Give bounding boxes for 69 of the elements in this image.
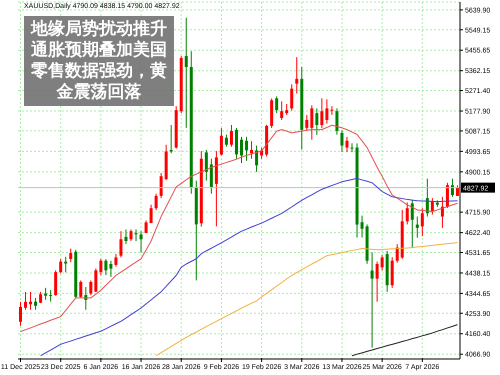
candlestick <box>150 204 153 224</box>
candlestick <box>335 108 338 136</box>
candlestick <box>255 145 258 172</box>
candlestick <box>416 216 419 238</box>
candlestick <box>325 98 328 124</box>
candlestick <box>450 178 454 198</box>
candlestick <box>230 124 233 148</box>
candlestick <box>160 172 163 199</box>
candlestick <box>240 136 243 164</box>
candlestick <box>44 287 48 300</box>
candlestick <box>49 290 52 302</box>
candlestick <box>370 252 374 348</box>
candlestick <box>330 106 334 116</box>
candlestick <box>134 228 138 242</box>
candlestick <box>34 297 38 310</box>
candlestick <box>380 254 384 271</box>
candlestick <box>19 301 22 326</box>
candlestick <box>406 202 409 225</box>
candlestick <box>315 108 318 136</box>
candlestick <box>310 104 314 140</box>
candlestick <box>340 130 344 153</box>
candlestick <box>184 17 188 128</box>
candlestick <box>290 84 294 112</box>
candlestick <box>39 291 42 304</box>
text: 地缘局势扰动推升通胀预期叠加美国零售数据强劲，黄金震荡回落 <box>24 16 174 106</box>
candlestick <box>104 258 108 276</box>
candlestick <box>275 96 278 114</box>
candlestick <box>89 280 92 296</box>
candlestick <box>64 256 68 273</box>
candlestick <box>220 128 223 156</box>
candlestick <box>320 98 324 129</box>
candlestick <box>109 260 112 278</box>
candlestick <box>440 196 444 228</box>
candlestick <box>396 244 399 264</box>
candlestick <box>144 220 148 234</box>
candlestick <box>114 253 118 268</box>
candlestick <box>24 292 28 310</box>
candlestick <box>285 104 288 116</box>
candlestick <box>204 149 208 182</box>
candlestick <box>59 258 62 274</box>
candlestick <box>119 230 122 258</box>
candlestick <box>124 228 128 245</box>
candlestick <box>140 230 143 254</box>
candlestick <box>54 270 58 296</box>
candlestick <box>376 261 379 302</box>
candlestick <box>360 215 364 238</box>
candlestick <box>456 184 459 196</box>
candlestick <box>210 158 213 194</box>
candlestick <box>410 200 414 248</box>
candlestick <box>99 258 102 276</box>
candlestick <box>94 268 98 292</box>
candlestick <box>305 114 308 131</box>
candlestick <box>224 134 228 148</box>
candlestick <box>345 136 348 153</box>
candlestick <box>420 208 424 237</box>
candlestick <box>170 124 173 154</box>
line-series <box>156 242 458 356</box>
candlestick <box>130 228 132 242</box>
candlestick <box>29 291 32 310</box>
candlestick <box>430 198 434 216</box>
candlestick <box>280 100 284 120</box>
candlestick <box>245 136 248 162</box>
candlestick <box>295 56 298 94</box>
candlestick <box>69 248 72 263</box>
candlestick <box>154 193 158 211</box>
line-series <box>40 178 458 356</box>
candlestick <box>250 140 254 160</box>
line-series <box>352 324 458 356</box>
candlestick <box>79 280 82 298</box>
